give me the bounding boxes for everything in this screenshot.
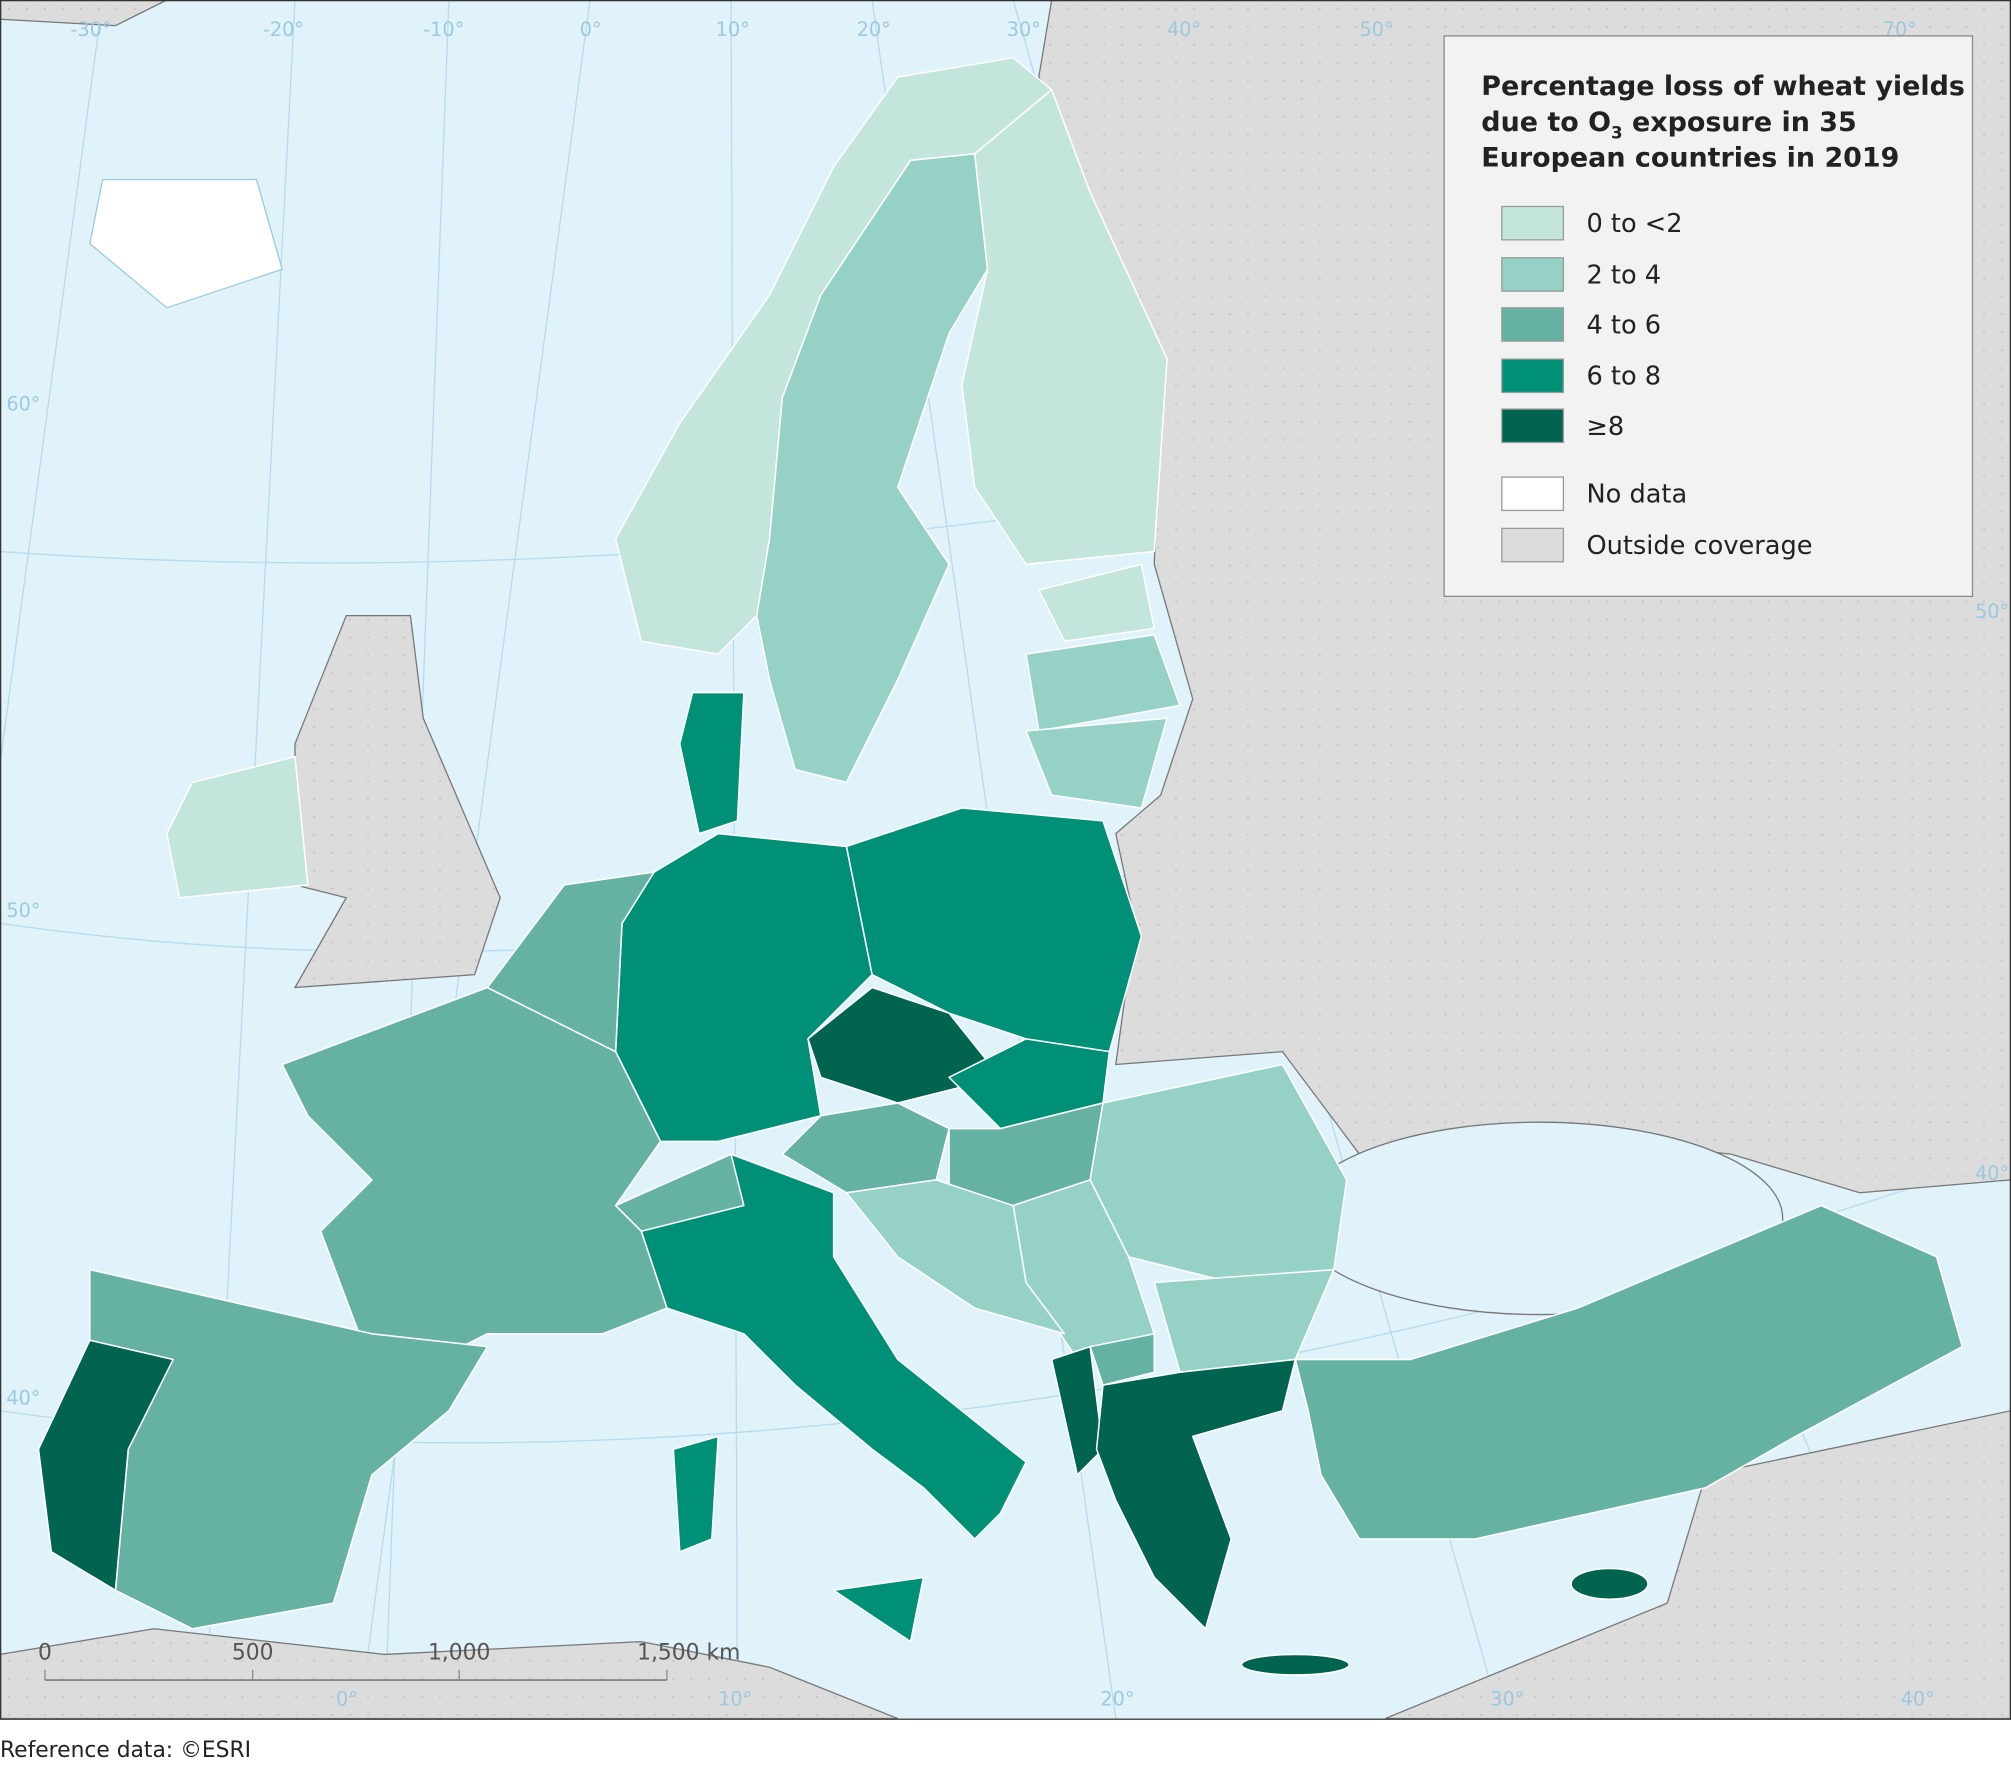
- country: [281, 986, 668, 1361]
- country: [832, 1576, 925, 1643]
- country: [672, 1435, 719, 1553]
- longitude-label: -30°: [71, 18, 112, 41]
- country: [755, 153, 989, 784]
- country: [1570, 1567, 1649, 1601]
- longitude-label: 40°: [1901, 1688, 1935, 1711]
- country: [678, 691, 745, 835]
- legend-label: 4 to 6: [1586, 310, 1661, 340]
- latitude-label: 50°: [1975, 600, 2009, 623]
- country: [165, 755, 309, 899]
- latitude-label: 40°: [6, 1386, 40, 1409]
- country: [640, 1153, 1027, 1540]
- longitude-label: 30°: [1007, 18, 1041, 41]
- legend-label: 0 to <2: [1586, 209, 1682, 239]
- longitude-label: 70°: [1883, 18, 1917, 41]
- longitude-label: -20°: [263, 18, 304, 41]
- legend-label: 2 to 4: [1586, 260, 1661, 290]
- map-frame: [0, 0, 2011, 1720]
- legend: Percentage loss of wheat yields due to O…: [1443, 35, 1974, 598]
- longitude-label: 10°: [716, 18, 750, 41]
- latitude-label: 50°: [6, 899, 40, 922]
- latitude-label: 40°: [1975, 1162, 2009, 1185]
- legend-label: ≥8: [1586, 412, 1624, 442]
- legend-title-line: Percentage loss of wheat yields: [1481, 71, 1965, 102]
- legend-label: 6 to 8: [1586, 362, 1661, 392]
- country: [486, 871, 655, 1053]
- scale-label: 1,000: [428, 1641, 490, 1666]
- country: [37, 1339, 174, 1592]
- country: [1038, 563, 1156, 643]
- legend-title-line: European countries in 2019: [1481, 143, 1899, 174]
- longitude-label: 20°: [1100, 1688, 1134, 1711]
- countries: [37, 56, 1964, 1676]
- scale-label: 0: [38, 1641, 52, 1666]
- legend-label: Outside coverage: [1586, 531, 1812, 561]
- legend-label: No data: [1586, 480, 1687, 510]
- legend-swatch: [1501, 307, 1565, 342]
- scale-label: 1,500 km: [637, 1641, 740, 1666]
- scale-label: 500: [232, 1641, 274, 1666]
- country: [1240, 1653, 1350, 1676]
- longitude-label: -10°: [423, 18, 464, 41]
- longitude-label: 30°: [1490, 1688, 1524, 1711]
- legend-swatch: [1501, 205, 1565, 241]
- graticule-labels: -30° -20° -10° 0° 10° 20° 30° 40° 50° 70° 0° 10° 20°…: [6, 18, 2009, 1711]
- longitude-label: 20°: [857, 18, 891, 41]
- longitude-label: 10°: [718, 1688, 752, 1711]
- legend-swatch: [1501, 358, 1565, 394]
- legend-title-line: due to O3 exposure in 35: [1481, 107, 1856, 143]
- country: [1095, 1358, 1297, 1630]
- country: [1089, 1333, 1156, 1386]
- scale-bar: 0 500 1,000 1,500 km: [38, 1641, 740, 1682]
- legend-swatch: [1501, 257, 1565, 292]
- country: [1025, 634, 1181, 732]
- country: [961, 89, 1168, 566]
- longitude-label: 40°: [1167, 18, 1201, 41]
- longitude-label: 0°: [580, 18, 602, 41]
- legend-swatch: [1501, 527, 1565, 563]
- legend-swatch: [1501, 408, 1565, 444]
- footer: Reference data: ©ESRI: [0, 1738, 251, 1763]
- longitude-label: 50°: [1359, 18, 1393, 41]
- country: [845, 1179, 1066, 1335]
- longitude-label: 0°: [336, 1688, 358, 1711]
- latitude-label: 60°: [6, 392, 40, 415]
- country: [1294, 1204, 1964, 1540]
- country: [948, 1038, 1111, 1130]
- country: [1025, 717, 1168, 809]
- legend-swatch: [1501, 476, 1565, 512]
